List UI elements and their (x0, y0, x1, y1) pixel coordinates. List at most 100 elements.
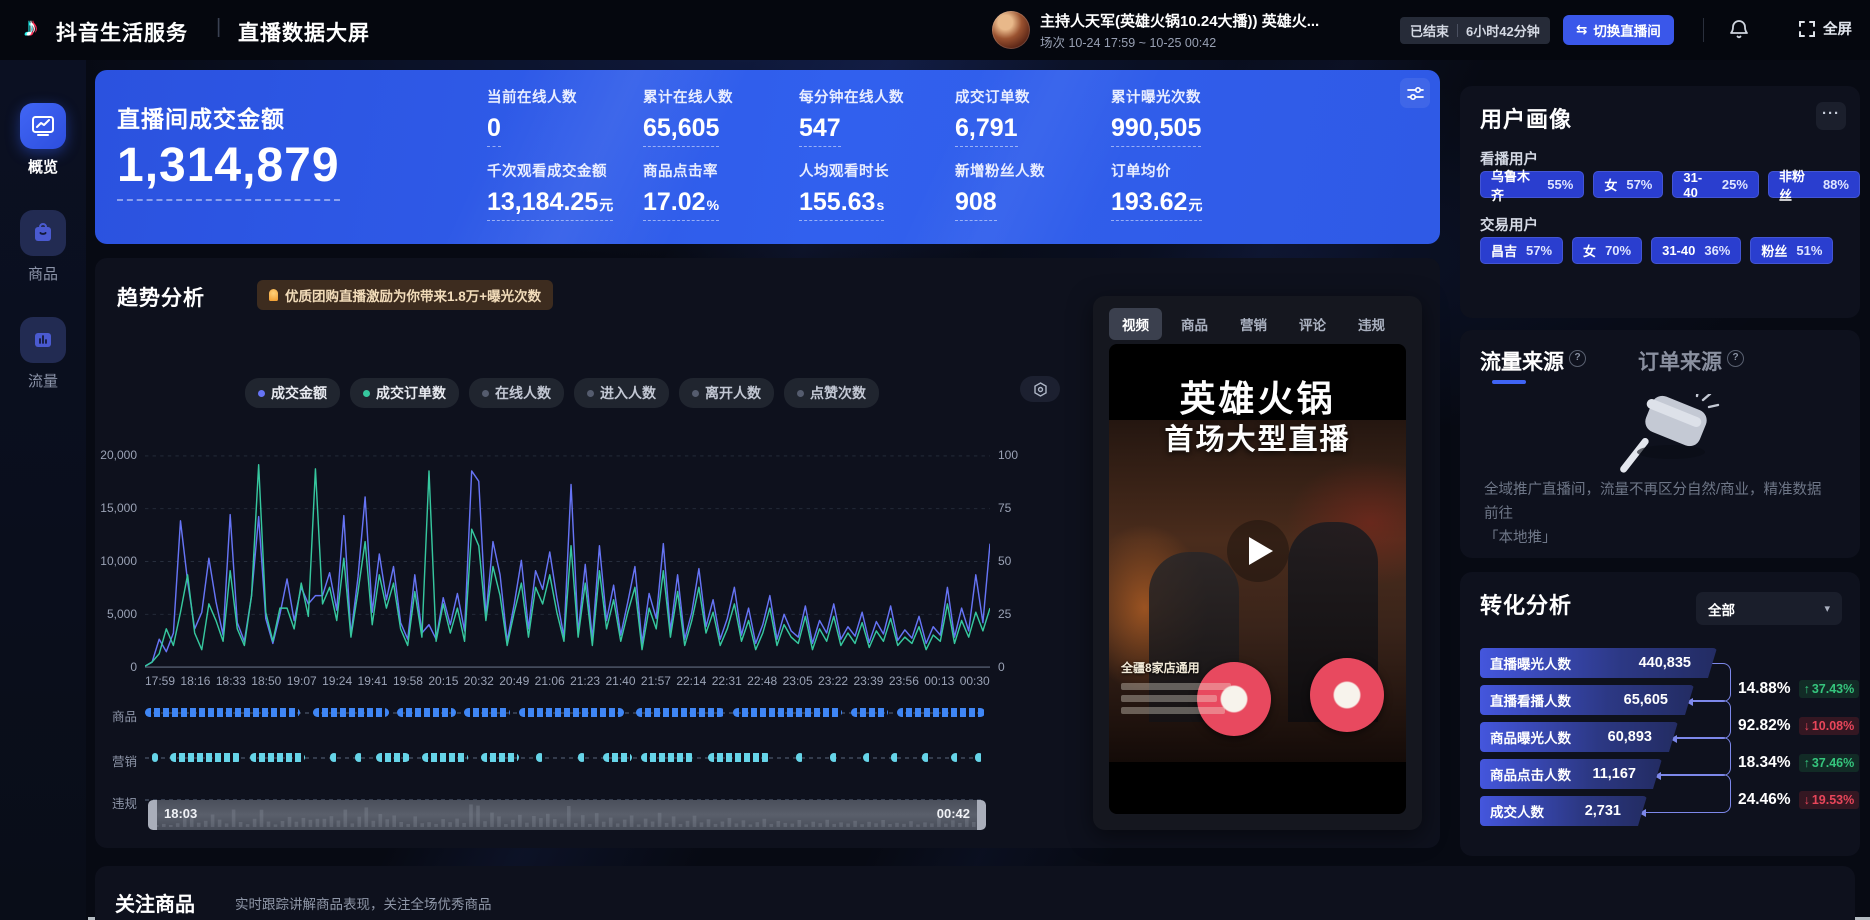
scrubber-handle-right[interactable] (977, 800, 986, 830)
event-marker (481, 753, 519, 762)
notice-text: 优质团购直播激励为你带来1.8万+曝光次数 (285, 289, 542, 304)
notification-bell-icon[interactable] (1727, 17, 1751, 41)
sidebar-item-overview[interactable]: 概览 (0, 103, 86, 177)
tag-name: 非粉丝 (1778, 168, 1805, 203)
event-marker (376, 753, 410, 762)
conversion-filter-select[interactable]: 全部 ▾ (1696, 592, 1842, 625)
funnel-bar-value: 2,731 (1584, 803, 1621, 819)
traffic-bars-icon (20, 317, 66, 363)
funnel-rate-value: 14.88% (1738, 680, 1791, 697)
legend-dot-icon (797, 389, 804, 397)
tab-order-source[interactable]: 订单来源 ? (1638, 346, 1744, 376)
help-icon[interactable]: ? (1727, 350, 1744, 367)
host-avatar[interactable] (992, 11, 1030, 49)
kpi-metric-unit: 元 (599, 197, 614, 213)
event-row-track[interactable] (145, 750, 985, 766)
y-right-tick: 25 (998, 607, 1012, 621)
legend-label: 在线人数 (495, 385, 551, 401)
kpi-metric-value: 908 (955, 188, 997, 221)
legend-chip[interactable]: 成交金额 (245, 378, 340, 408)
top-bar: ♪ 抖音生活服务 | 直播数据大屏 主持人天军(英雄火锅10.24大播)) 英雄… (0, 0, 1870, 60)
event-marker (850, 708, 889, 717)
legend-label: 成交金额 (271, 385, 327, 401)
sidebar-item-traffic[interactable]: 流量 (0, 317, 86, 391)
conversion-title: 转化分析 (1480, 593, 1573, 618)
viewer-group-label: 看播用户 (1480, 152, 1538, 168)
kpi-metric: 人均观看时长 155.63s (799, 160, 943, 226)
fullscreen-button[interactable]: 全屏 (1798, 18, 1852, 39)
legend-label: 点赞次数 (810, 385, 866, 401)
x-tick: 19:24 (322, 674, 353, 688)
duration-text: 6小时42分钟 (1466, 24, 1540, 39)
replay-tab-item[interactable]: 评论 (1299, 318, 1326, 333)
video-photo: 全疆8家店通用 (1109, 420, 1406, 762)
session-time: 场次 10-24 17:59 ~ 10-25 00:42 (1040, 36, 1217, 50)
event-marker (636, 708, 725, 717)
event-marker (863, 753, 872, 762)
caption-line (1121, 683, 1231, 690)
legend-chip[interactable]: 进入人数 (574, 378, 669, 408)
event-marker (422, 753, 469, 762)
y-left-tick: 15,000 (100, 501, 137, 515)
event-row-label: 营销 (111, 755, 137, 769)
event-row: 商品 (95, 705, 1440, 724)
help-icon[interactable]: ? (1569, 350, 1586, 367)
funnel-bar-value: 440,835 (1638, 655, 1691, 671)
funnel-rate: 24.46% ↓ 19.53% (1738, 791, 1860, 809)
tag-percent: 55% (1547, 177, 1574, 192)
legend-chip[interactable]: 成交订单数 (350, 378, 459, 408)
kpi-metric-unit: 元 (1188, 197, 1203, 213)
x-tick: 23:05 (782, 674, 813, 688)
chart-settings-button[interactable] (1020, 376, 1060, 402)
down-arrow-icon: ↓ (1803, 719, 1810, 733)
tag-name: 昌吉 (1491, 244, 1518, 259)
event-marker (951, 753, 960, 762)
trend-line-chart[interactable] (145, 455, 990, 668)
trend-title: 趋势分析 (117, 287, 205, 310)
switch-room-button[interactable]: ⇆ 切换直播间 (1563, 15, 1674, 45)
legend-chip[interactable]: 离开人数 (679, 378, 774, 408)
legend-dot-icon (363, 389, 370, 397)
status-separator (1457, 24, 1459, 37)
tab-traffic-source[interactable]: 流量来源 ? (1480, 346, 1586, 376)
event-marker (922, 753, 931, 762)
event-marker (577, 753, 586, 762)
user-tag: 昌吉 57% (1480, 237, 1564, 264)
kpi-metric: 累计曝光次数 990,505 (1111, 86, 1255, 152)
tag-percent: 57% (1626, 177, 1653, 192)
funnel-connector (1654, 737, 1731, 780)
kpi-metric: 成交订单数 6,791 (955, 86, 1099, 152)
replay-tab-item[interactable]: 违规 (1358, 318, 1385, 333)
funnel-bar: 成交人数 2,731 (1480, 796, 1647, 826)
funnel-bar-label: 商品曝光人数 (1490, 731, 1571, 746)
more-options-button[interactable]: ··· (1816, 102, 1846, 130)
legend-chip[interactable]: 点赞次数 (784, 378, 879, 408)
play-button[interactable] (1226, 520, 1289, 582)
overview-chart-icon (20, 103, 66, 149)
kpi-metric: 商品点击率 17.02% (643, 160, 787, 226)
legend-chip[interactable]: 在线人数 (469, 378, 564, 408)
brand-divider: | (216, 16, 222, 38)
replay-tab-item[interactable]: 营销 (1240, 318, 1267, 333)
kpi-metric: 当前在线人数 0 (487, 86, 631, 152)
scrubber-handle-left[interactable] (148, 800, 157, 830)
time-range-scrubber[interactable]: 18:03 00:42 (148, 800, 986, 830)
y-right-tick: 100 (998, 448, 1019, 462)
up-arrow-icon: ↑ (1803, 682, 1810, 696)
event-row-track[interactable] (145, 705, 985, 721)
metrics-filter-button[interactable] (1400, 78, 1430, 108)
host-name[interactable]: 主持人天军(英雄火锅10.24大播)) 英雄火... (1040, 13, 1320, 30)
x-tick: 20:49 (499, 674, 530, 688)
replay-tab-active[interactable]: 视频 (1109, 308, 1162, 340)
event-marker (151, 753, 159, 762)
gmv-label: 直播间成交金额 (117, 106, 285, 132)
kpi-metric-value: 990,505 (1111, 114, 1202, 147)
live-replay-panel: 视频 商品 营销 评论 违规 全疆8家店通用 英雄火锅 首场大型直播 (1093, 296, 1422, 830)
replay-tab-item[interactable]: 商品 (1181, 318, 1208, 333)
event-marker (733, 708, 843, 717)
tag-name: 女 (1583, 244, 1597, 259)
incentive-notice[interactable]: 优质团购直播激励为你带来1.8万+曝光次数 (257, 280, 554, 310)
video-thumbnail[interactable]: 全疆8家店通用 英雄火锅 首场大型直播 (1109, 344, 1406, 814)
sidebar-item-products[interactable]: 商品 (0, 210, 86, 284)
